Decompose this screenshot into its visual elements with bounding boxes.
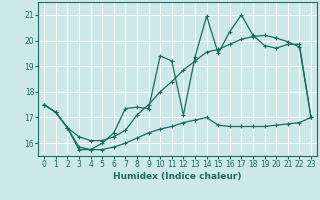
X-axis label: Humidex (Indice chaleur): Humidex (Indice chaleur): [113, 172, 242, 181]
